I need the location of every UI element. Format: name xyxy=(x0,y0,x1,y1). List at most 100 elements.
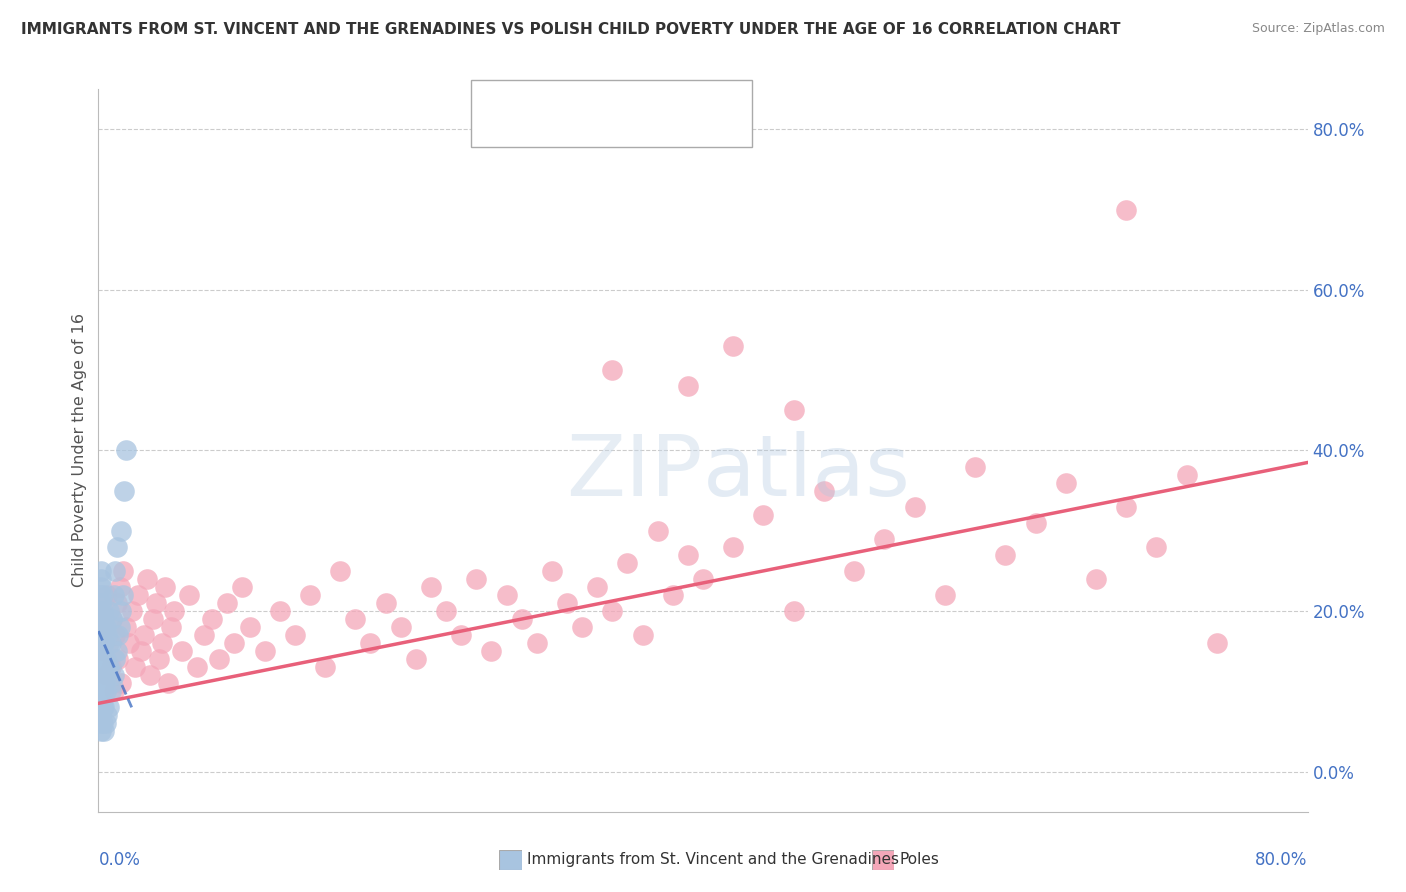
Point xyxy=(299,588,322,602)
Point xyxy=(98,604,121,618)
Point xyxy=(100,660,122,674)
Point xyxy=(170,644,193,658)
Y-axis label: Child Poverty Under the Age of 16: Child Poverty Under the Age of 16 xyxy=(72,313,87,588)
Point xyxy=(96,588,118,602)
Point xyxy=(91,636,114,650)
Point xyxy=(526,636,548,650)
Point xyxy=(93,620,115,634)
Point xyxy=(239,620,262,634)
Point xyxy=(495,588,517,602)
Point xyxy=(90,596,112,610)
Point xyxy=(94,652,117,666)
Point xyxy=(374,596,396,610)
Point xyxy=(481,644,503,658)
Point xyxy=(692,572,714,586)
Text: ZIP: ZIP xyxy=(567,431,703,514)
Point xyxy=(676,379,699,393)
Point xyxy=(89,716,111,731)
Point xyxy=(934,588,956,602)
Point xyxy=(111,564,134,578)
Point xyxy=(434,604,457,618)
Text: IMMIGRANTS FROM ST. VINCENT AND THE GRENADINES VS POLISH CHILD POVERTY UNDER THE: IMMIGRANTS FROM ST. VINCENT AND THE GREN… xyxy=(21,22,1121,37)
Point xyxy=(132,628,155,642)
Point xyxy=(90,708,112,723)
Point xyxy=(96,668,118,682)
Point xyxy=(360,636,382,650)
Point xyxy=(108,580,131,594)
Point xyxy=(91,588,114,602)
Text: 80.0%: 80.0% xyxy=(1256,852,1308,870)
Point xyxy=(129,644,152,658)
Point xyxy=(555,596,578,610)
Point xyxy=(89,700,111,714)
FancyBboxPatch shape xyxy=(499,850,522,870)
Point xyxy=(107,652,129,666)
Point xyxy=(783,403,806,417)
Point xyxy=(121,604,143,618)
Point xyxy=(139,668,162,682)
Point xyxy=(93,700,115,714)
Point xyxy=(94,668,117,682)
Point xyxy=(631,628,654,642)
Point xyxy=(90,692,112,706)
Point xyxy=(90,572,112,586)
Point xyxy=(904,500,927,514)
Point xyxy=(90,612,112,626)
Point xyxy=(314,660,336,674)
Point xyxy=(269,604,291,618)
Point xyxy=(540,564,562,578)
Point xyxy=(104,628,127,642)
Point xyxy=(783,604,806,618)
Point xyxy=(676,548,699,562)
Point xyxy=(586,580,609,594)
Point xyxy=(100,684,122,698)
Point xyxy=(108,620,131,634)
Point xyxy=(602,604,624,618)
Point xyxy=(93,612,115,626)
Point xyxy=(1115,202,1137,217)
Point xyxy=(90,660,112,674)
Text: Poles: Poles xyxy=(900,853,939,867)
Point xyxy=(844,564,866,578)
Point xyxy=(104,564,127,578)
Point xyxy=(1024,516,1046,530)
Point xyxy=(89,668,111,682)
FancyBboxPatch shape xyxy=(872,850,894,870)
Text: R = -0.176   N = 70: R = -0.176 N = 70 xyxy=(513,91,676,109)
Point xyxy=(89,676,111,690)
Point xyxy=(90,564,112,578)
Point xyxy=(101,676,124,690)
Point xyxy=(90,644,112,658)
Point xyxy=(465,572,488,586)
Text: R =  0.467   N = 89: R = 0.467 N = 89 xyxy=(513,120,675,137)
Point xyxy=(224,636,246,650)
Point xyxy=(89,636,111,650)
Point xyxy=(105,540,128,554)
Point xyxy=(89,604,111,618)
Point xyxy=(91,700,114,714)
Point xyxy=(179,588,201,602)
Point xyxy=(571,620,593,634)
Point xyxy=(93,660,115,674)
Point xyxy=(90,604,112,618)
FancyBboxPatch shape xyxy=(482,115,508,142)
Point xyxy=(104,652,127,666)
Point xyxy=(752,508,775,522)
Point xyxy=(89,660,111,674)
Text: Immigrants from St. Vincent and the Grenadines: Immigrants from St. Vincent and the Gren… xyxy=(527,853,900,867)
Point xyxy=(90,628,112,642)
Point xyxy=(90,580,112,594)
Point xyxy=(142,612,165,626)
Point xyxy=(150,636,173,650)
Point xyxy=(661,588,683,602)
Point xyxy=(253,644,276,658)
Point xyxy=(344,612,367,626)
Point xyxy=(91,684,114,698)
Point xyxy=(114,620,136,634)
Point xyxy=(93,676,115,690)
Point xyxy=(723,339,745,353)
Point xyxy=(114,443,136,458)
Point xyxy=(124,660,146,674)
Point xyxy=(89,708,111,723)
Text: Source: ZipAtlas.com: Source: ZipAtlas.com xyxy=(1251,22,1385,36)
